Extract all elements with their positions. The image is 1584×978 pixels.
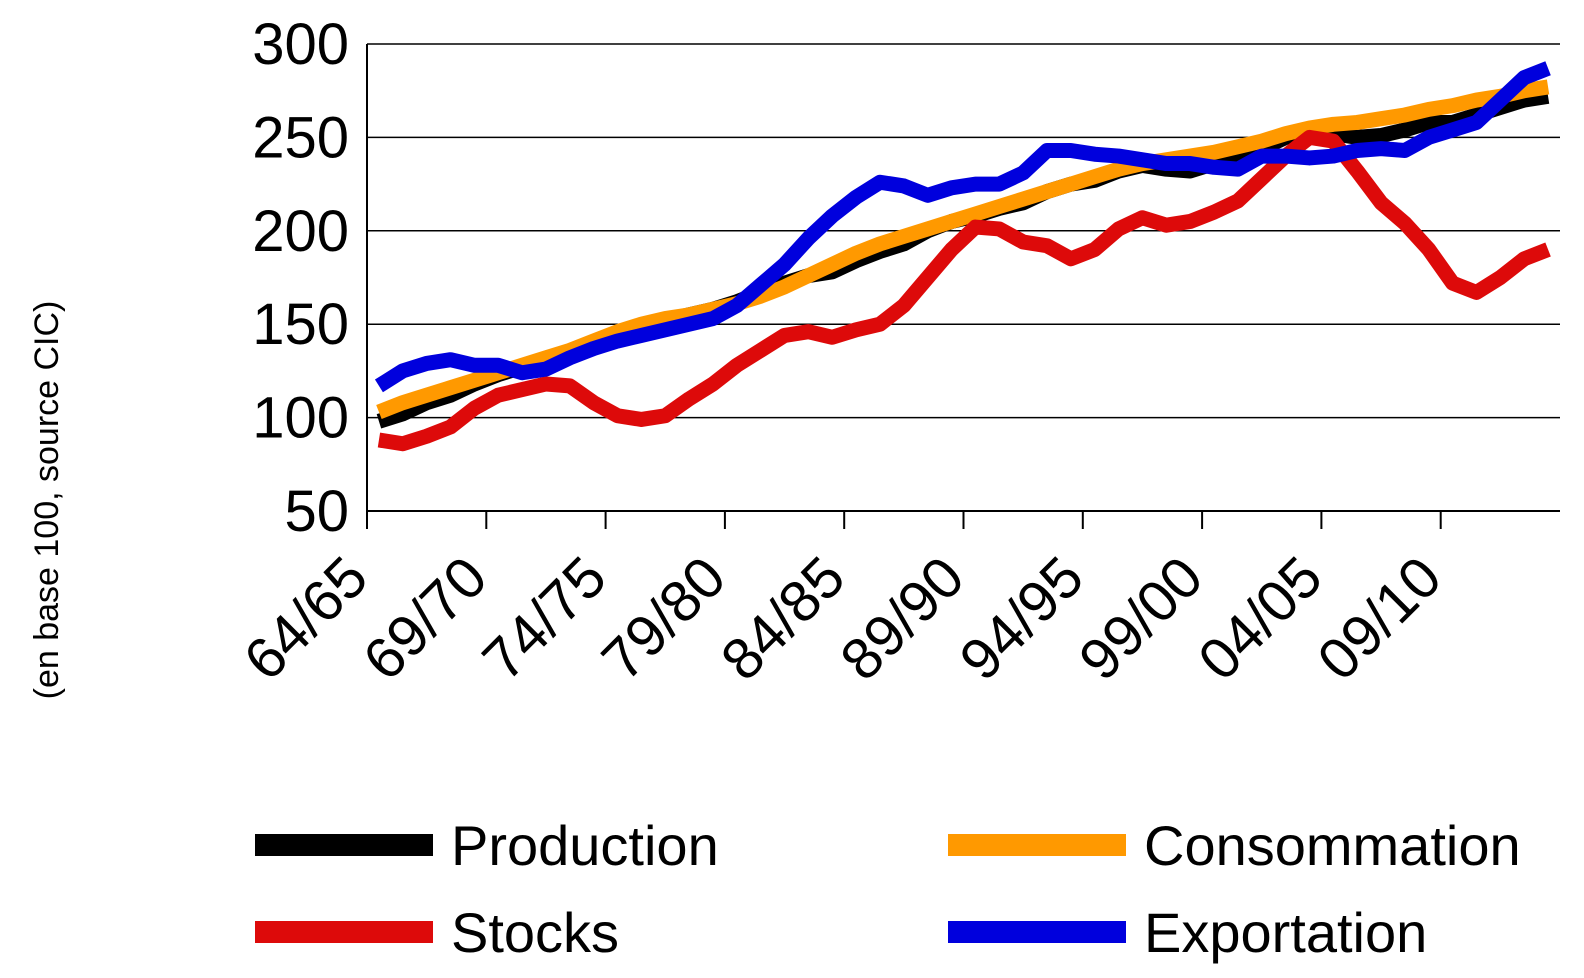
x-tick-label: 84/85 xyxy=(709,544,858,693)
y-axis-label: (en base 100, source CIC) xyxy=(28,301,66,700)
legend-label: Consommation xyxy=(1144,814,1521,877)
legend-label: Stocks xyxy=(451,901,619,964)
x-tick-label: 09/10 xyxy=(1305,544,1454,693)
x-tick-label: 89/90 xyxy=(828,544,977,693)
x-tick-label: 94/95 xyxy=(947,544,1096,693)
legend-label: Production xyxy=(451,814,719,877)
y-tick-label: 150 xyxy=(252,292,349,357)
y-tick-label: 100 xyxy=(252,386,349,451)
series-line xyxy=(377,129,1551,452)
series-line xyxy=(374,61,1551,393)
y-tick-label: 250 xyxy=(252,105,349,170)
y-tick-label: 50 xyxy=(284,479,349,544)
legend-label: Exportation xyxy=(1144,901,1427,964)
y-tick-label: 200 xyxy=(252,199,349,264)
x-tick-label: 99/00 xyxy=(1067,544,1216,693)
x-tick-label: 74/75 xyxy=(470,544,619,693)
x-tick-label: 64/65 xyxy=(232,544,381,693)
x-tick-label: 69/70 xyxy=(351,544,500,693)
x-tick-label: 79/80 xyxy=(589,544,738,693)
x-tick-label: 04/05 xyxy=(1186,544,1335,693)
y-tick-label: 300 xyxy=(252,12,349,77)
